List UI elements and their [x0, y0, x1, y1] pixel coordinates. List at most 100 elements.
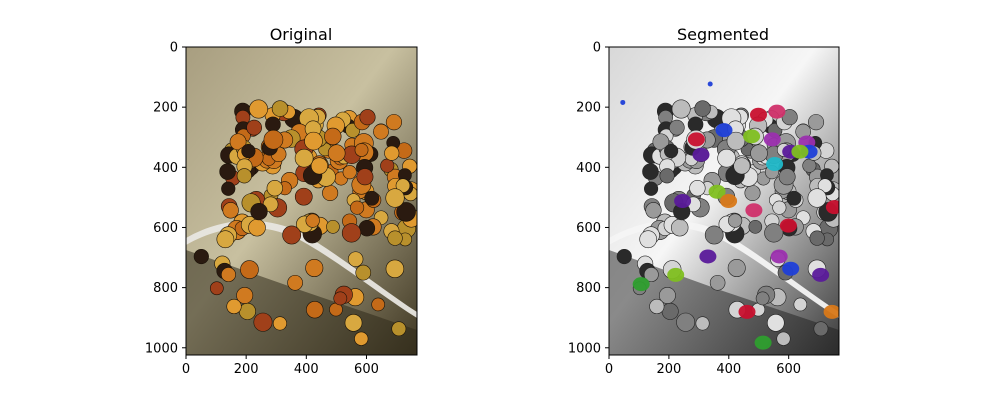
ladybug — [222, 202, 239, 219]
segment-mask — [791, 144, 809, 159]
x-tick-label: 200 — [234, 362, 259, 377]
ladybug-gray — [813, 321, 829, 337]
ladybug-gray — [661, 302, 679, 320]
ladybug — [385, 188, 405, 208]
ladybug — [333, 291, 348, 306]
ladybug — [238, 302, 256, 320]
ladybug-gray — [727, 258, 746, 277]
ladybug — [305, 213, 320, 228]
ladybug-gray — [639, 230, 657, 249]
ladybug — [310, 157, 328, 175]
ladybug-gray — [676, 312, 696, 332]
ladybug — [342, 165, 357, 180]
ladybug — [263, 129, 284, 150]
y-tick-label: 0 — [593, 41, 601, 56]
ladybug-gray — [748, 219, 763, 234]
ladybug — [209, 281, 224, 296]
segment-mask — [823, 304, 839, 319]
ladybug-gray — [645, 202, 662, 219]
ladybug-gray — [807, 114, 825, 131]
ladybug — [373, 123, 389, 140]
ladybug-gray — [766, 314, 785, 332]
ladybug — [371, 297, 385, 312]
ladybug-gray — [772, 200, 787, 215]
ladybug — [380, 158, 395, 173]
panel-title-segmented: Segmented — [677, 25, 769, 44]
ladybug — [364, 190, 380, 206]
segment-mask — [768, 104, 786, 119]
segment-mask — [825, 200, 839, 215]
ladybug — [226, 298, 242, 315]
ladybug — [282, 225, 302, 245]
ladybug — [305, 258, 324, 277]
ladybug-gray — [744, 184, 761, 202]
y-tick-label: 1000 — [145, 341, 178, 356]
ladybug — [387, 230, 403, 246]
ladybug — [266, 180, 283, 197]
ladybug-gray — [750, 144, 768, 163]
ladybug-gray — [671, 99, 691, 119]
ladybug-gray — [643, 267, 659, 283]
panel-original: Original 0 200 400 600 0 200 400 600 800 1000 — [145, 25, 418, 377]
ladybug-gray — [669, 119, 685, 136]
y-tick-label: 0 — [170, 41, 178, 56]
ladybug — [221, 267, 236, 283]
ladybug — [248, 99, 268, 119]
ladybug — [253, 312, 273, 332]
ladybug-gray — [764, 223, 784, 243]
axes-frame-original — [185, 46, 418, 356]
ladybug — [350, 200, 365, 215]
ladybug-gray — [694, 100, 711, 117]
y-tick-label: 200 — [576, 101, 601, 116]
ladybug-gray — [809, 230, 825, 246]
segment-mask — [707, 81, 713, 87]
segment-mask — [779, 218, 797, 233]
ladybug — [219, 163, 236, 180]
ladybug — [240, 260, 259, 279]
ladybug-gray — [733, 157, 751, 175]
segment-mask — [763, 132, 781, 147]
ladybug-gray — [687, 116, 704, 133]
ladybug — [250, 202, 268, 221]
ladybug — [221, 181, 236, 196]
ladybug — [216, 230, 235, 249]
ladybug — [324, 127, 342, 146]
ladybug-gray — [689, 180, 706, 197]
ladybug-gray — [664, 143, 679, 159]
axis-ticks-segmented: 0 200 400 600 0 200 400 600 800 1000 — [568, 41, 801, 378]
ladybug — [272, 316, 287, 331]
segment-mask — [738, 304, 756, 319]
ladybug — [294, 187, 313, 206]
x-tick-label: 0 — [182, 362, 190, 377]
ladybug-gray — [616, 248, 632, 265]
ladybug — [341, 223, 362, 243]
segment-mask — [620, 99, 626, 105]
ladybug-gray — [786, 190, 802, 206]
ladybug-gray — [717, 148, 736, 168]
ladybug-gray — [726, 131, 746, 151]
ladybug-gray — [807, 188, 827, 208]
ladybug — [385, 114, 403, 131]
ladybug — [236, 168, 252, 184]
ladybug-gray — [704, 225, 724, 245]
x-tick-label: 600 — [354, 362, 379, 377]
ladybug — [354, 331, 369, 346]
ladybug — [241, 143, 256, 159]
ladybug — [271, 100, 289, 117]
ladybug — [326, 219, 340, 234]
x-tick-label: 600 — [776, 362, 801, 377]
ladybug — [236, 286, 254, 304]
ladybug — [385, 259, 405, 279]
ladybug — [359, 109, 376, 126]
segment-mask — [754, 335, 772, 350]
axes-frame-segmented — [608, 46, 840, 356]
ladybug-gray — [778, 168, 796, 186]
ladybug — [327, 144, 346, 163]
y-tick-label: 400 — [153, 161, 178, 176]
ladybug — [229, 133, 247, 151]
segment-mask — [745, 203, 763, 218]
ladybug — [265, 116, 281, 133]
ladybug-gray — [709, 274, 726, 291]
y-tick-label: 600 — [576, 221, 601, 236]
y-tick-label: 1000 — [568, 341, 601, 356]
